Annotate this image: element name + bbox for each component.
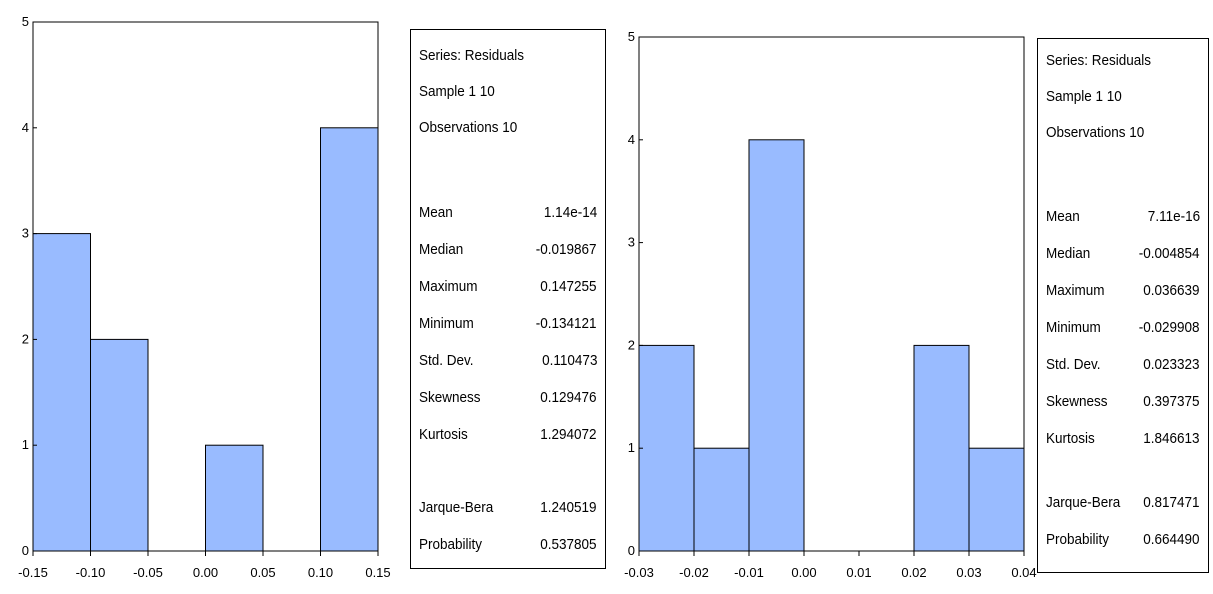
- stats-label: Probability: [1046, 531, 1110, 548]
- stats-box-1: Series: Residuals Sample 1 10 Observations…: [410, 29, 606, 569]
- histogram-bar: [320, 127, 379, 552]
- histogram-bar: [638, 344, 695, 552]
- x-tick-label: 0.00: [193, 565, 218, 580]
- x-tick-label: -0.10: [76, 565, 106, 580]
- y-tick-label: 5: [22, 14, 29, 29]
- stats-label: Skewness: [1046, 393, 1108, 410]
- stats-label: Mean: [419, 204, 453, 221]
- stats-label: Maximum: [419, 278, 478, 295]
- stats-label: Skewness: [419, 389, 481, 406]
- stats-label: Probability: [419, 536, 483, 553]
- stats-value: 0.147255: [540, 278, 597, 295]
- y-tick-label: 1: [628, 440, 635, 455]
- stats-value: 7.11e-16: [1147, 208, 1200, 225]
- stats-value: -0.134121: [536, 315, 597, 332]
- stats-value: 0.023323: [1143, 356, 1200, 373]
- histogram-bar: [748, 139, 805, 552]
- histogram-bar: [693, 447, 750, 552]
- x-tick-label: 0.15: [365, 565, 390, 580]
- stats-header-line: Series: Residuals: [419, 47, 525, 64]
- stats-header-line: Observations 10: [419, 119, 518, 136]
- y-tick-label: 3: [22, 226, 29, 241]
- stats-value: 1.846613: [1143, 430, 1200, 447]
- y-tick-label: 0: [22, 543, 29, 558]
- x-tick-label: -0.05: [133, 565, 163, 580]
- stats-value: 1.14e-14: [543, 204, 597, 221]
- stats-value: 1.240519: [540, 499, 597, 516]
- x-tick-label: 0.05: [250, 565, 275, 580]
- stats-label: Median: [419, 241, 464, 258]
- stats-label: Minimum: [419, 315, 474, 332]
- stats-label: Kurtosis: [1046, 430, 1095, 447]
- stats-value: 0.129476: [540, 389, 597, 406]
- histogram-bar: [913, 344, 970, 552]
- stats-label: Maximum: [1046, 282, 1105, 299]
- stats-value: 0.036639: [1143, 282, 1200, 299]
- stats-value: 1.294072: [540, 426, 597, 443]
- y-tick-label: 4: [22, 120, 29, 135]
- x-tick-label: 0.03: [956, 565, 981, 580]
- histogram-bar: [32, 233, 91, 552]
- stats-value: -0.004854: [1139, 245, 1200, 262]
- stats-header-line: Observations 10: [1046, 124, 1145, 141]
- y-tick-label: 5: [628, 29, 635, 44]
- stats-label: Minimum: [1046, 319, 1101, 336]
- x-tick-label: 0.01: [846, 565, 871, 580]
- x-tick-label: 0.04: [1011, 565, 1036, 580]
- x-tick-label: -0.01: [734, 565, 764, 580]
- stats-label: Mean: [1046, 208, 1080, 225]
- stats-value: -0.029908: [1139, 319, 1200, 336]
- stats-value: 0.817471: [1143, 494, 1200, 511]
- stats-label: Jarque-Bera: [419, 499, 494, 516]
- y-tick-label: 0: [628, 543, 635, 558]
- y-tick-label: 3: [628, 235, 635, 250]
- x-tick-label: 0.00: [791, 565, 816, 580]
- x-tick-label: -0.02: [679, 565, 709, 580]
- stats-value: 0.397375: [1143, 393, 1200, 410]
- histogram-bar: [968, 447, 1025, 552]
- x-tick-label: 0.02: [901, 565, 926, 580]
- stats-value: 0.664490: [1143, 531, 1200, 548]
- stats-label: Std. Dev.: [419, 352, 474, 369]
- y-tick-label: 4: [628, 132, 635, 147]
- y-tick-label: 1: [22, 437, 29, 452]
- stats-label: Kurtosis: [419, 426, 468, 443]
- x-tick-label: 0.10: [308, 565, 333, 580]
- histogram-bar: [205, 444, 264, 552]
- stats-header-line: Sample 1 10: [419, 83, 495, 100]
- stats-value: 0.537805: [540, 536, 597, 553]
- stats-box-2: Series: Residuals Sample 1 10 Observations…: [1037, 38, 1209, 573]
- stats-label: Jarque-Bera: [1046, 494, 1121, 511]
- stats-label: Median: [1046, 245, 1091, 262]
- x-tick-label: -0.03: [624, 565, 654, 580]
- stats-value: -0.019867: [536, 241, 597, 258]
- y-tick-label: 2: [22, 331, 29, 346]
- plot-frame: [638, 36, 1025, 552]
- stats-header-line: Sample 1 10: [1046, 88, 1122, 105]
- histogram-bar: [90, 338, 149, 552]
- x-tick-label: -0.15: [18, 565, 48, 580]
- stats-value: 0.110473: [541, 352, 597, 369]
- stats-label: Std. Dev.: [1046, 356, 1101, 373]
- stats-header-line: Series: Residuals: [1046, 52, 1152, 69]
- histogram-chart-1: 0 1 2 3 4 5 -0.15 -0.10 -0.05 0.00 0.05 0.10 0.15: [18, 14, 390, 580]
- y-tick-label: 2: [628, 337, 635, 352]
